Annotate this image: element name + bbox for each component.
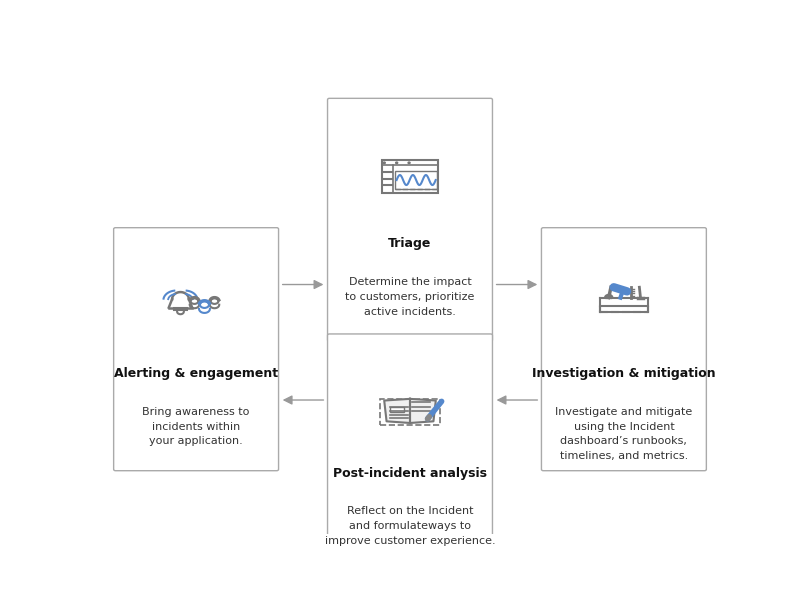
Circle shape — [383, 162, 386, 164]
FancyBboxPatch shape — [327, 98, 493, 341]
Text: Bring awareness to
incidents within
your application.: Bring awareness to incidents within your… — [142, 407, 250, 446]
Text: Triage: Triage — [388, 238, 432, 250]
Text: Determine the impact
to customers, prioritize
active incidents.: Determine the impact to customers, prior… — [346, 277, 474, 317]
Text: Alerting & engagement: Alerting & engagement — [114, 367, 278, 380]
Text: Investigation & mitigation: Investigation & mitigation — [532, 367, 716, 380]
FancyBboxPatch shape — [114, 227, 278, 471]
Text: Post-incident analysis: Post-incident analysis — [333, 467, 487, 481]
Polygon shape — [384, 399, 410, 423]
Circle shape — [396, 162, 398, 164]
Polygon shape — [410, 399, 436, 423]
Text: Reflect on the Incident
and formulateways to
improve customer experience.: Reflect on the Incident and formulateway… — [325, 506, 495, 546]
FancyBboxPatch shape — [542, 227, 706, 471]
FancyBboxPatch shape — [390, 407, 404, 412]
Circle shape — [408, 162, 410, 164]
FancyBboxPatch shape — [327, 334, 493, 568]
Text: Investigate and mitigate
using the Incident
dashboard’s runbooks,
timelines, and: Investigate and mitigate using the Incid… — [555, 407, 693, 461]
